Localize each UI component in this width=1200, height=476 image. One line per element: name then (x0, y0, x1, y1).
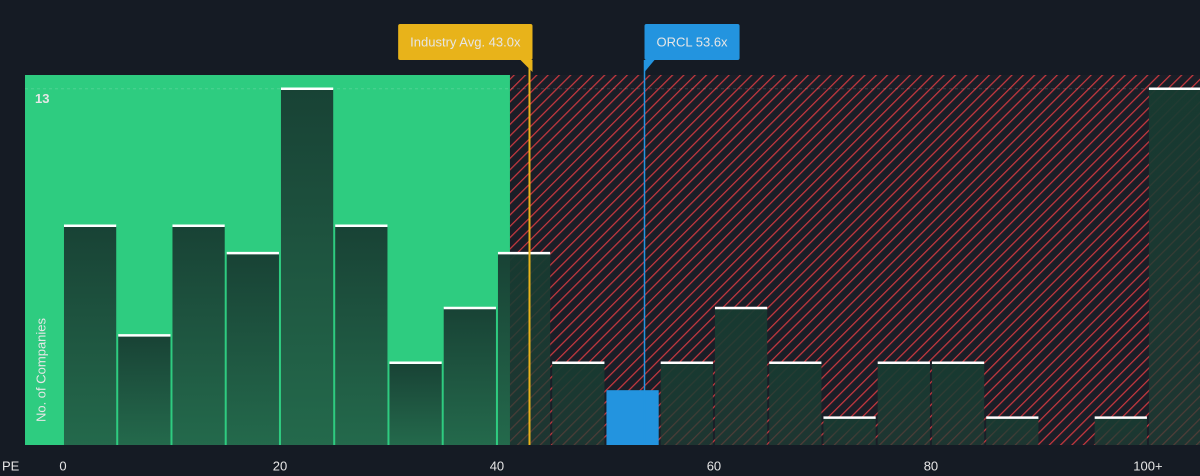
annotation-label: ORCL 53.6x (657, 34, 729, 49)
bar (714, 307, 768, 445)
above-region (509, 75, 1200, 445)
x-tick-label: 20 (273, 458, 287, 473)
bar (443, 307, 496, 445)
bar (660, 362, 713, 445)
y-axis-label: No. of Companies (33, 317, 48, 422)
bar (63, 225, 117, 445)
bar (118, 335, 171, 445)
bar (823, 417, 876, 445)
bar (172, 225, 225, 445)
annotation-label: Industry Avg. 43.0x (410, 34, 521, 49)
bar (1148, 88, 1200, 445)
x-axis-label: PE (2, 458, 20, 473)
x-tick-label: 40 (490, 458, 504, 473)
bar (335, 225, 388, 445)
y-tick-label: 13 (35, 91, 49, 106)
bar (497, 253, 551, 445)
annotation-box (398, 24, 533, 60)
bar (769, 362, 822, 445)
annotation-pointer (520, 60, 533, 72)
bar (389, 362, 442, 445)
x-tick-label: 0 (59, 458, 66, 473)
x-tick-label: 60 (707, 458, 721, 473)
bar (1094, 417, 1147, 445)
bar (552, 362, 605, 445)
bar (986, 417, 1039, 445)
bar (931, 362, 985, 445)
bar (226, 253, 279, 445)
bar (280, 88, 334, 445)
bar (877, 362, 930, 445)
x-tick-label: 80 (924, 458, 938, 473)
bar (606, 390, 659, 445)
x-tick-label: 100+ (1133, 458, 1162, 473)
annotation-pointer (644, 60, 655, 72)
annotation-box (644, 24, 740, 60)
